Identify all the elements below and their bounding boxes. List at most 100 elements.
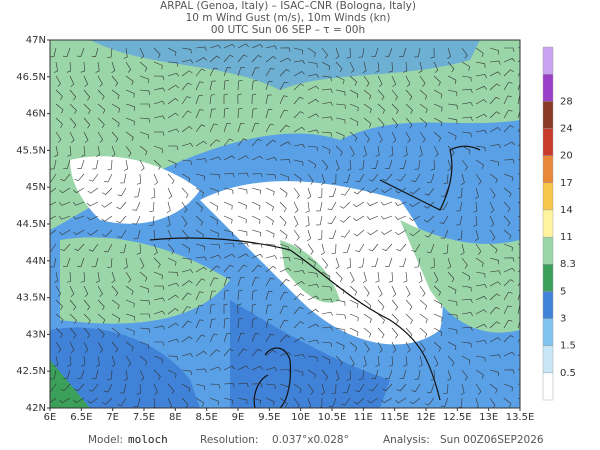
wind-barb: [195, 305, 203, 315]
wind-barb: [265, 109, 273, 119]
wind-barb: [391, 313, 399, 325]
wind-barb: [307, 173, 314, 185]
wind-barb: [409, 187, 421, 195]
wind-barb: [237, 277, 245, 287]
wind-barb: [362, 61, 367, 73]
wind-barb: [433, 271, 439, 284]
wind-barb: [139, 117, 151, 123]
wind-barb: [307, 229, 312, 242]
footer-label: Model:: [88, 434, 123, 446]
wind-barb: [455, 201, 463, 212]
wind-barb: [97, 299, 105, 311]
wind-barb: [237, 93, 242, 105]
wind-barb: [223, 123, 231, 133]
wind-barb: [80, 271, 86, 283]
wind-barb: [55, 341, 62, 353]
wind-barb: [380, 201, 393, 206]
lon-label: 8.5E: [196, 412, 218, 423]
wind-barb: [503, 383, 513, 392]
wind-barb: [55, 89, 63, 100]
wind-barb: [405, 75, 411, 87]
wind-barb: [489, 306, 500, 315]
wind-barb: [101, 201, 113, 208]
wind-barb: [293, 111, 304, 119]
wind-barb: [209, 139, 221, 147]
wind-barb: [132, 215, 141, 225]
colorbar-label: 11: [560, 232, 573, 243]
wind-barb: [87, 187, 99, 194]
wind-barb: [181, 369, 192, 376]
colorbar-swatch: [542, 372, 554, 401]
wind-barb: [307, 187, 312, 199]
wind-barb: [447, 341, 457, 351]
footer-value: moloch: [128, 433, 168, 446]
wind-barb: [447, 355, 455, 367]
wind-barb: [83, 103, 91, 115]
wind-barb: [237, 79, 243, 91]
wind-barb: [279, 187, 288, 198]
wind-barb: [181, 96, 191, 105]
wind-barb: [265, 67, 275, 77]
wind-barb: [120, 173, 127, 184]
wind-barb: [377, 103, 385, 114]
wind-barb: [97, 117, 105, 129]
wind-barb: [349, 341, 358, 352]
wind-barb: [125, 355, 132, 367]
wind-barb: [209, 94, 216, 105]
wind-barb: [423, 201, 435, 209]
wind-barb: [107, 47, 113, 58]
wind-barb: [395, 187, 407, 194]
wind-barb: [195, 278, 206, 287]
wind-barb: [69, 341, 75, 354]
wind-barb: [405, 313, 413, 324]
wind-barb: [388, 271, 393, 283]
wind-barb: [475, 355, 486, 362]
wind-barb: [307, 129, 319, 134]
wind-barb: [209, 67, 219, 77]
wind-barb: [251, 67, 260, 77]
wind-barb: [367, 187, 379, 194]
wind-barb: [419, 103, 428, 114]
wind-barb: [321, 145, 331, 154]
wind-barb: [381, 229, 393, 235]
wind-barb: [474, 187, 479, 199]
wind-barb: [316, 201, 323, 212]
wind-barb: [181, 215, 188, 227]
wind-barb: [97, 131, 104, 143]
wind-barb: [475, 383, 482, 395]
wind-barb: [237, 43, 249, 49]
wind-barb: [223, 155, 235, 161]
lon-label: 10.5E: [318, 412, 347, 423]
colorbar-swatch: [542, 101, 554, 129]
wind-barb: [209, 44, 222, 49]
wind-barb: [74, 243, 85, 252]
wind-barb: [339, 201, 351, 209]
wind-barb: [503, 335, 514, 343]
wind-barb: [368, 383, 379, 392]
wind-barb: [503, 95, 512, 105]
wind-barb: [153, 115, 165, 120]
wind-barb: [223, 215, 233, 224]
wind-barb: [111, 75, 119, 87]
wind-barb: [489, 354, 501, 359]
wind-barb: [307, 243, 314, 255]
wind-barb: [368, 243, 379, 252]
wind-barb: [377, 131, 383, 143]
wind-barb: [447, 299, 458, 307]
wind-barb: [139, 341, 149, 349]
footer-label: Resolution:: [200, 434, 258, 446]
wind-barb: [195, 383, 206, 391]
wind-barb: [125, 341, 134, 352]
wind-barb: [349, 271, 355, 283]
wind-barb: [63, 257, 71, 267]
wind-barb: [320, 383, 325, 395]
wind-barb: [433, 117, 443, 127]
wind-barb: [475, 61, 486, 68]
wind-barb: [335, 103, 346, 109]
wind-barb: [83, 75, 89, 88]
wind-barb: [279, 69, 290, 77]
wind-barb: [460, 173, 465, 185]
wind-barb: [125, 75, 134, 86]
wind-barb: [153, 100, 165, 105]
wind-barb: [405, 117, 413, 129]
